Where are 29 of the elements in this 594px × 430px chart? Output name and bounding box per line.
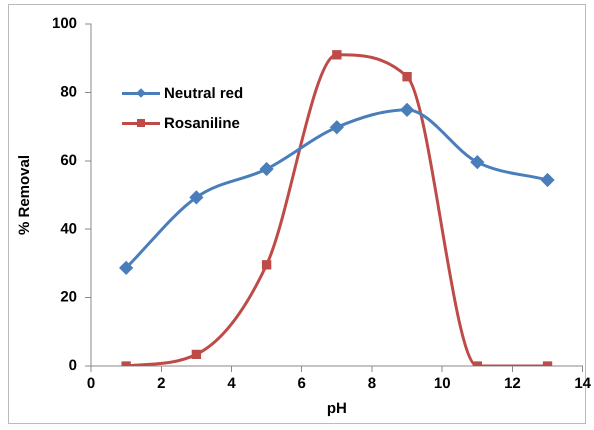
x-tick-label: 2 [157,375,166,392]
point [330,120,344,134]
x-tick-label: 6 [298,375,306,392]
legend-label: Rosaniline [164,114,240,132]
point [120,261,133,274]
y-tick-label: 40 [60,220,78,238]
x-tick-label: 4 [227,375,236,392]
point [541,173,554,186]
y-tick-label: 20 [60,288,78,306]
x-tick-label: 10 [434,375,451,392]
y-tick-label: 80 [60,84,78,101]
point [332,50,342,60]
point [262,260,272,270]
x-tick-label: 0 [86,375,96,392]
y-axis-title: % Removal [16,154,34,236]
y-tick-label: 0 [68,357,78,374]
point [402,72,412,82]
x-tick-label: 8 [368,375,376,392]
y-tick-label: 60 [60,152,78,169]
x-tick-label: 12 [504,375,521,392]
x-axis-title: pH [326,400,347,418]
legend-label: Neutral red [164,84,244,102]
y-tick-label: 100 [52,15,78,32]
x-tick-label: 14 [574,375,592,392]
point [260,162,274,176]
point [190,190,203,204]
point [470,156,484,169]
point [192,350,202,360]
point [400,103,414,116]
